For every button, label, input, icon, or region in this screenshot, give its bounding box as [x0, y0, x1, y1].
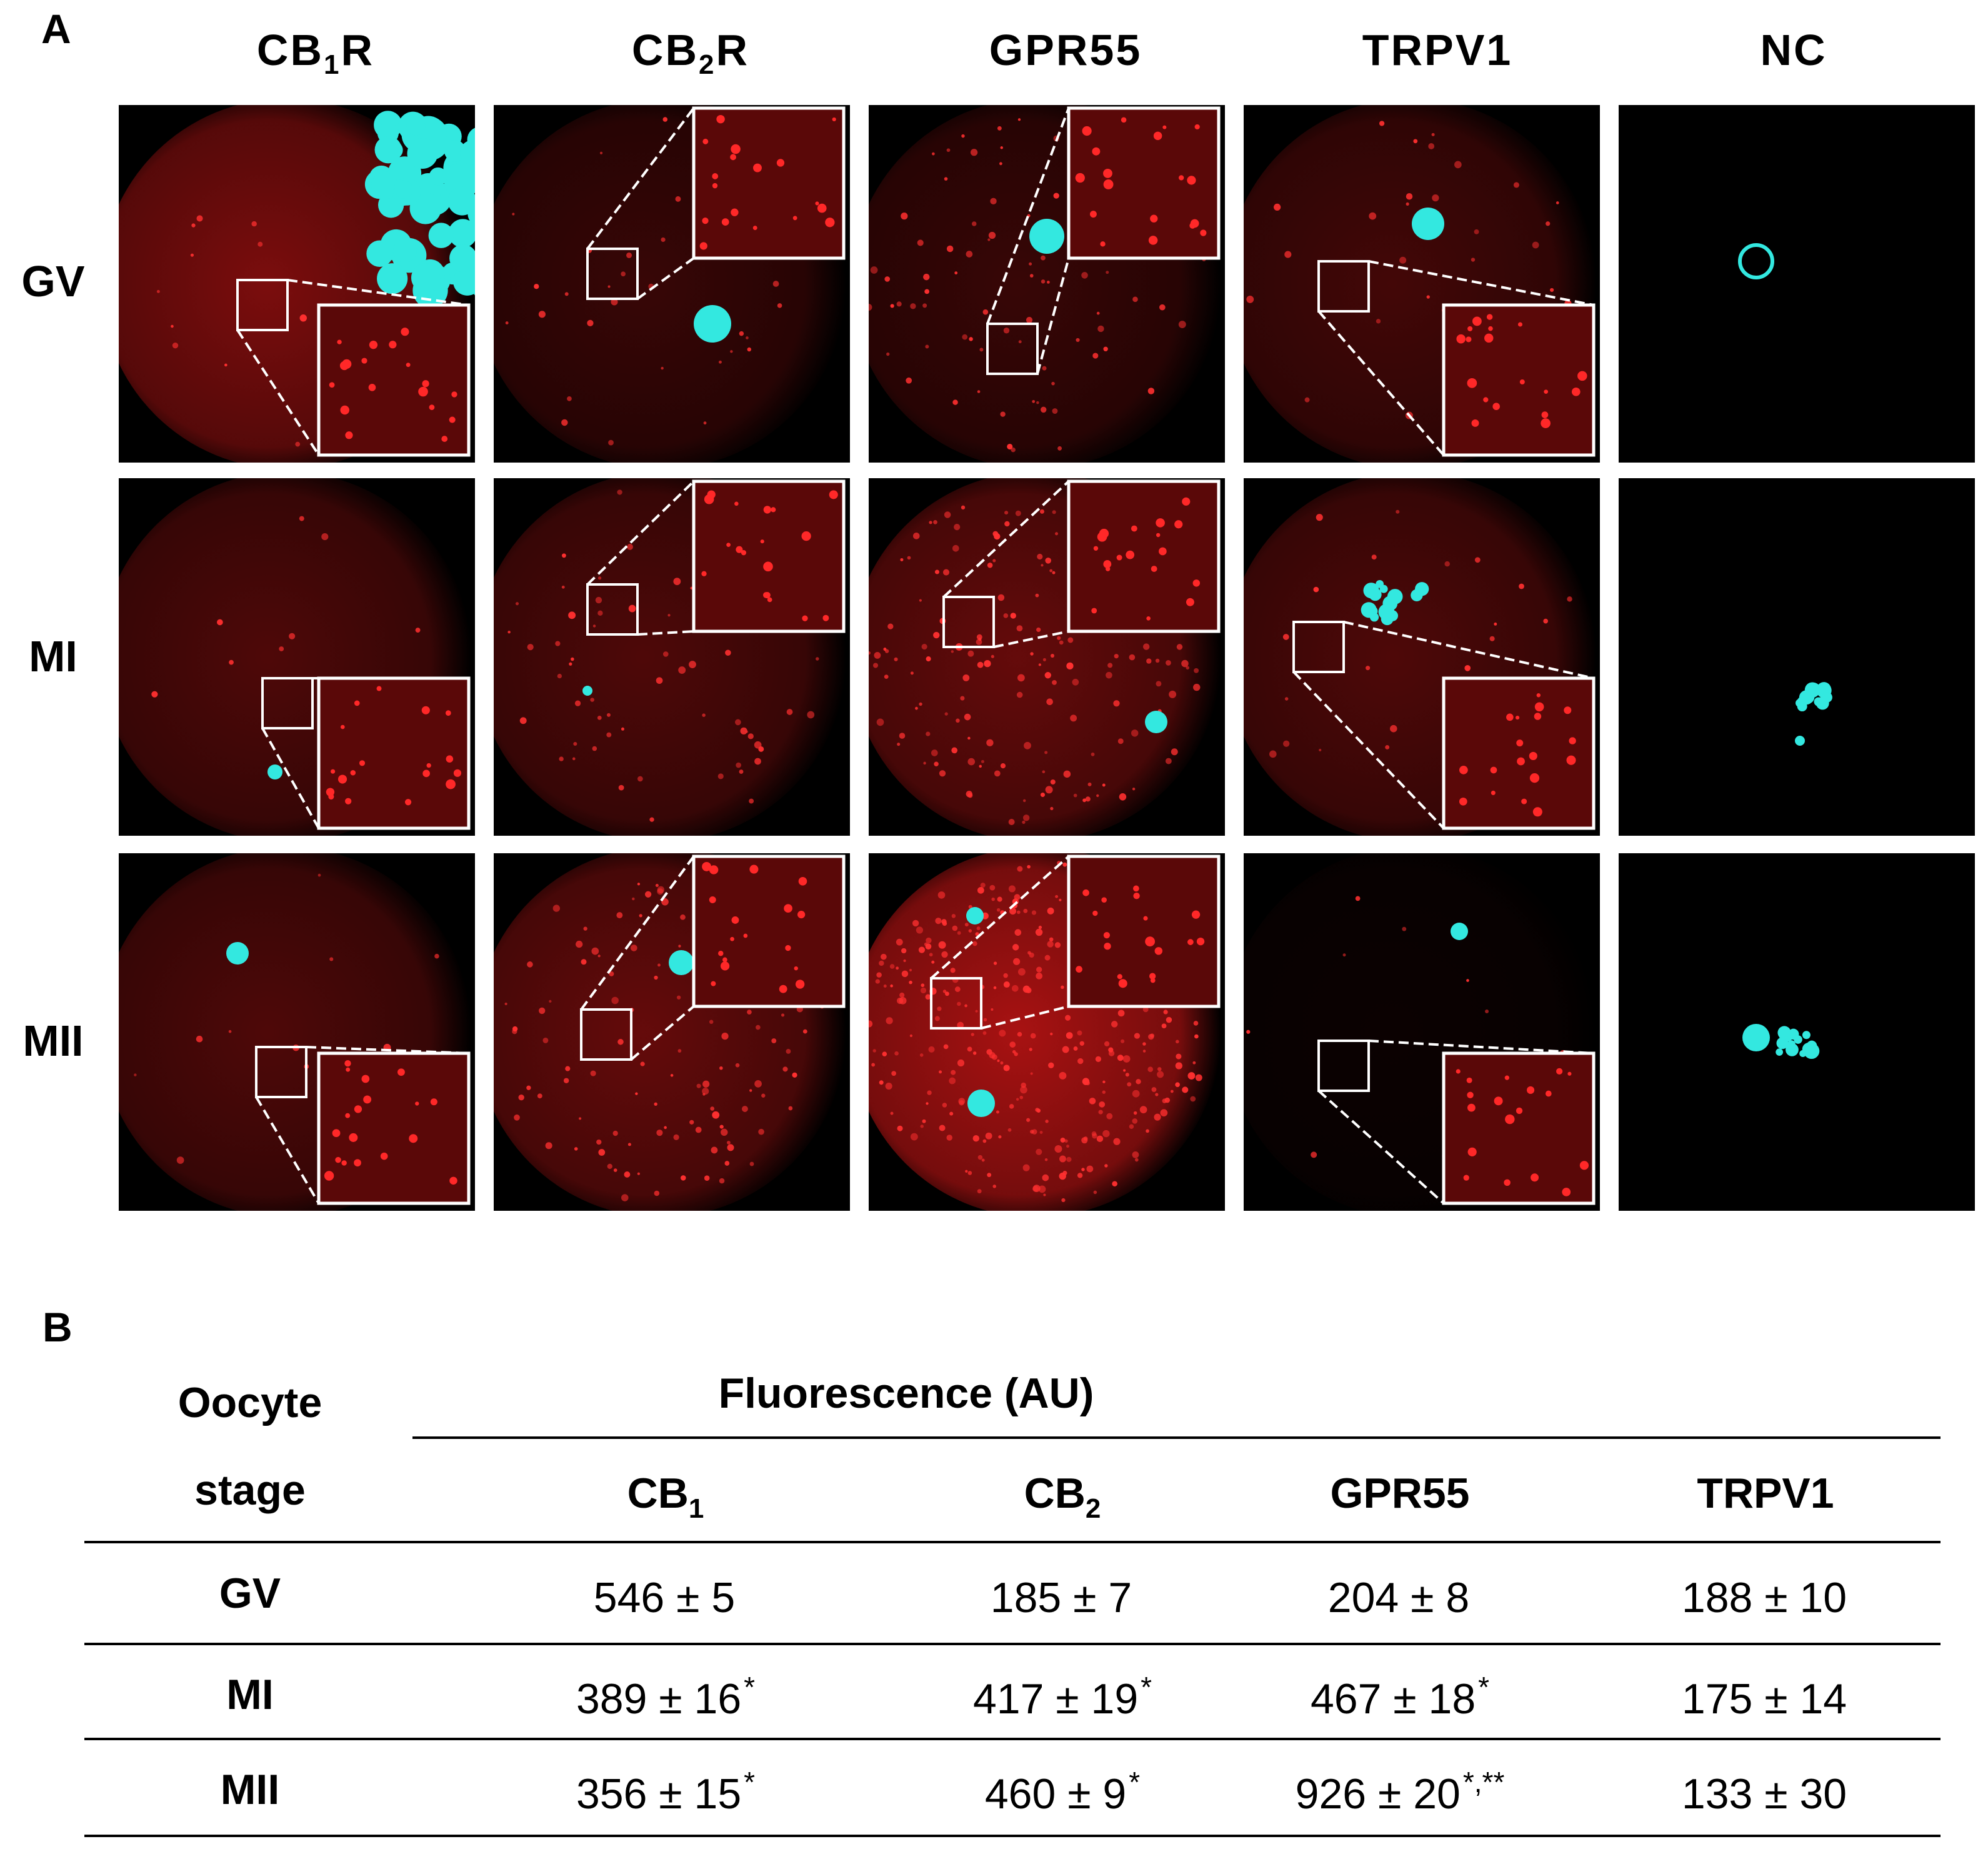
micrograph-mi-1 — [494, 478, 850, 836]
table-cell: 175 ± 14 — [1681, 1675, 1847, 1723]
table-row-mi-stage: MI — [226, 1671, 274, 1718]
micrograph-image — [1244, 105, 1600, 463]
micrograph-mii-4 — [1619, 853, 1975, 1211]
table-cell: 417 ± 19* — [972, 1671, 1152, 1723]
row-label-mi: MI — [29, 632, 77, 681]
table-cell: 460 ± 9* — [984, 1766, 1141, 1818]
table-cell: 926 ± 20*,** — [1295, 1766, 1505, 1818]
row-label-gv: GV — [21, 257, 85, 306]
row-rule — [84, 1738, 1941, 1740]
table-row-mii-stage: MII — [220, 1766, 280, 1813]
table-col-trpv1: TRPV1 — [1697, 1470, 1834, 1517]
micrograph-image — [869, 853, 1225, 1211]
micrograph-mii-2 — [869, 853, 1225, 1211]
micrograph-mi-2 — [869, 478, 1225, 836]
row-rule — [84, 1643, 1941, 1645]
header-rule — [84, 1541, 1941, 1543]
micrograph-mi-3 — [1244, 478, 1600, 836]
micrograph-image — [119, 105, 475, 463]
col-header-nc: NC — [1760, 26, 1827, 74]
table-cell: 204 ± 8 — [1327, 1574, 1470, 1621]
table-col-gpr55: GPR55 — [1330, 1470, 1470, 1517]
micrograph-mii-0 — [119, 853, 475, 1211]
micrograph-image — [869, 478, 1225, 836]
micrograph-image — [1619, 853, 1975, 1211]
micrograph-mii-1 — [494, 853, 850, 1211]
table-col-cb1: CB1 — [627, 1470, 704, 1524]
table-cell: 133 ± 30 — [1681, 1770, 1847, 1818]
micrograph-gv-3 — [1244, 105, 1600, 463]
table-cell: 467 ± 18* — [1310, 1671, 1490, 1723]
micrograph-image — [494, 853, 850, 1211]
micrograph-gv-4 — [1619, 105, 1975, 463]
row-label-mii: MII — [22, 1016, 84, 1065]
stage-header-line2: stage — [194, 1466, 306, 1514]
micrograph-image — [869, 105, 1225, 463]
micrograph-image — [1244, 478, 1600, 836]
fluorescence-group-header: Fluorescence (AU) — [718, 1370, 1094, 1417]
table-row-gv-stage: GV — [219, 1570, 281, 1617]
table-cell: 185 ± 7 — [990, 1574, 1132, 1621]
panel-b-letter: B — [42, 1304, 72, 1350]
col-header-trpv1: TRPV1 — [1362, 26, 1513, 74]
micrograph-image — [119, 478, 475, 836]
bottom-rule — [84, 1835, 1941, 1837]
micrograph-gv-1 — [494, 105, 850, 463]
micrograph-image — [494, 105, 850, 463]
micrograph-gv-2 — [869, 105, 1225, 463]
micrograph-image — [119, 853, 475, 1211]
stage-header-line1: Oocyte — [177, 1379, 322, 1426]
table-cell: 188 ± 10 — [1681, 1574, 1847, 1621]
micrograph-mi-0 — [119, 478, 475, 836]
micrograph-image — [1244, 853, 1600, 1211]
table-cell: 546 ± 5 — [593, 1574, 736, 1621]
micrograph-mi-4 — [1619, 478, 1975, 836]
col-header-cb1r: CB1R — [256, 26, 375, 80]
micrograph-image — [1619, 478, 1975, 836]
col-header-cb2r: CB2R — [631, 26, 750, 80]
col-header-gpr55: GPR55 — [989, 26, 1142, 74]
micrograph-gv-0 — [119, 105, 475, 463]
table-cell: 389 ± 16* — [576, 1671, 756, 1723]
group-rule — [412, 1436, 1941, 1439]
micrograph-image — [494, 478, 850, 836]
micrograph-mii-3 — [1244, 853, 1600, 1211]
micrograph-image — [1619, 105, 1975, 463]
table-cell: 356 ± 15* — [576, 1766, 756, 1818]
table-col-cb2: CB2 — [1024, 1470, 1101, 1524]
panel-a-letter: A — [41, 6, 71, 52]
